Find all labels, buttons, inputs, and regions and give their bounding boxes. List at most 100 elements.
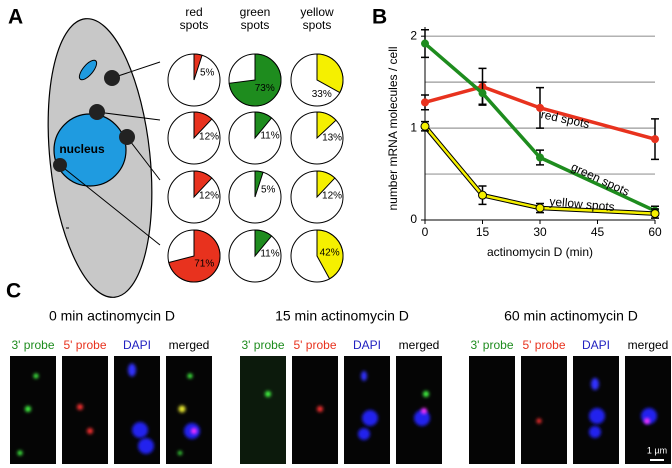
fluorescent-spot (132, 422, 148, 438)
data-point (420, 121, 430, 131)
pie-value-label: 12% (322, 191, 342, 202)
data-point (650, 209, 660, 219)
pie-value-label: 71% (194, 259, 214, 270)
series-line (424, 84, 656, 141)
fluorescent-spot (265, 391, 271, 397)
fluorescent-spot (421, 408, 427, 414)
channel-label: merged (399, 338, 440, 352)
pie-slice (316, 53, 344, 94)
micrograph-background (344, 356, 390, 464)
pie-column-header: green spots (239, 5, 271, 32)
fluorescent-spot (362, 410, 378, 426)
micrograph (240, 356, 286, 464)
pie-slice (316, 229, 344, 280)
fluorescent-spot (77, 404, 83, 410)
micrograph-background (521, 356, 567, 464)
micrograph (344, 356, 390, 464)
pie-column-header: yellow spots (300, 5, 334, 32)
channel-label: 3' probe (242, 338, 285, 352)
fluorescent-spot (644, 418, 650, 424)
fluorescent-spot (361, 371, 367, 381)
micrograph (396, 356, 442, 464)
fluorescent-spot (128, 363, 136, 377)
pie-value-label: 42% (320, 247, 340, 258)
y-axis-label: number mRNA molecules / cell (386, 46, 400, 210)
y-tick-label: 0 (410, 212, 417, 226)
pie-slice (316, 111, 337, 140)
pie-value-label: 33% (312, 89, 332, 100)
x-tick-label: 30 (533, 225, 547, 239)
channel-label: DAPI (582, 338, 610, 352)
fluorescent-spot (33, 373, 39, 379)
pie-value-label: 13% (322, 133, 342, 144)
condition-title: 0 min actinomycin D (49, 308, 175, 324)
data-point (536, 103, 544, 112)
channel-label: 3' probe (471, 338, 514, 352)
channel-label: DAPI (123, 338, 151, 352)
fluorescent-spot (589, 426, 601, 438)
fluorescent-spot (317, 406, 323, 412)
panel-label: B (372, 6, 387, 29)
pie-slice (168, 229, 221, 283)
channel-label: DAPI (353, 338, 381, 352)
series-line (423, 42, 656, 213)
data-point (651, 135, 659, 144)
fluorescent-spot (87, 428, 93, 434)
pie-value-label: 11% (260, 131, 279, 142)
data-point (421, 98, 429, 107)
micrograph (62, 356, 108, 464)
data-point (421, 39, 429, 48)
pie-column-header: red spots (179, 5, 209, 32)
pie-value-label: 73% (255, 83, 275, 94)
pie-slice (254, 229, 273, 258)
micrograph-background (166, 356, 212, 464)
micrograph (573, 356, 619, 464)
fluorescent-spot (178, 405, 186, 413)
y-tick-label: 2 (410, 28, 417, 42)
micrograph-background (396, 356, 442, 464)
pie-slice (193, 53, 203, 81)
condition-title: 60 min actinomycin D (504, 308, 638, 324)
cell-diagram (47, 18, 161, 298)
fluorescent-spot (187, 373, 193, 379)
fluorescent-spot (138, 438, 154, 454)
fluorescent-spot (191, 428, 197, 434)
x-tick-label: 0 (422, 225, 429, 239)
data-point (535, 203, 545, 213)
y-tick-label: 1 (410, 120, 417, 134)
channel-label: merged (169, 338, 210, 352)
x-tick-label: 15 (476, 225, 490, 239)
micrograph (114, 356, 160, 464)
pie-value-label: 12% (199, 191, 219, 202)
x-tick-label: 45 (591, 225, 605, 239)
micrograph (625, 356, 671, 464)
series-label: green spots (569, 160, 632, 199)
fluorescent-spot (423, 391, 429, 397)
micrograph-background (10, 356, 56, 464)
pie-value-label: 5% (261, 184, 276, 195)
panel-label: C (6, 280, 21, 303)
fluorescent-spot (591, 378, 599, 390)
condition-title: 15 min actinomycin D (275, 308, 409, 324)
pie-value-label: 5% (200, 67, 215, 78)
micrograph-background (62, 356, 108, 464)
micrograph-background (240, 356, 286, 464)
channel-label: merged (628, 338, 669, 352)
panel-label: A (8, 6, 23, 29)
micrograph (10, 356, 56, 464)
data-point (536, 153, 544, 162)
channel-label: 5' probe (294, 338, 337, 352)
series-label: yellow spots (549, 194, 615, 214)
x-tick-label: 60 (648, 225, 662, 239)
micrograph-background (469, 356, 515, 464)
micrograph (292, 356, 338, 464)
fluorescent-spot (25, 406, 31, 412)
micrograph (521, 356, 567, 464)
channel-label: 5' probe (523, 338, 566, 352)
micrograph (469, 356, 515, 464)
fluorescent-spot (414, 410, 430, 426)
scale-bar-label: 1 µm (647, 445, 667, 455)
nucleus-label: nucleus (59, 142, 105, 156)
pie-slice (316, 170, 336, 199)
